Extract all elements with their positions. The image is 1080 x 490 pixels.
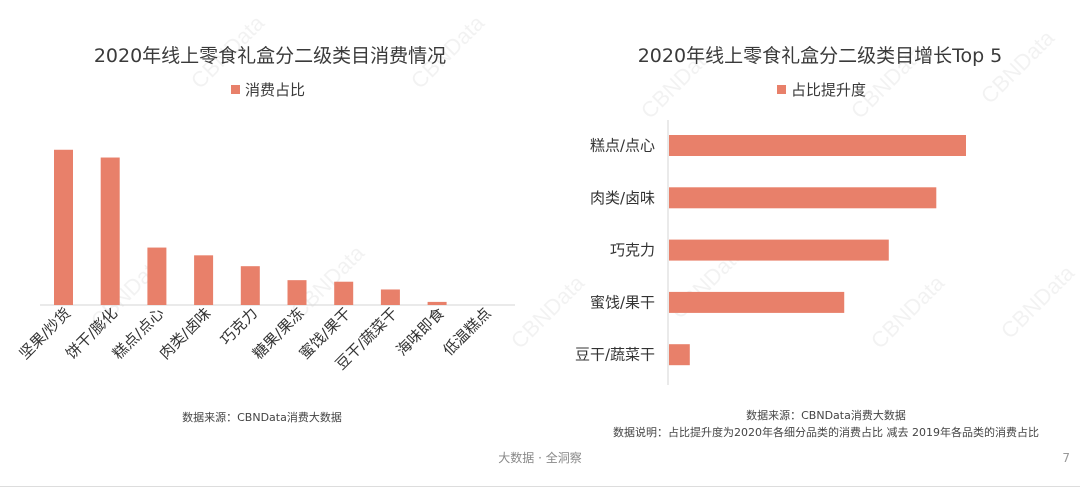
right-legend-swatch [777,85,786,94]
left-legend-label: 消费占比 [245,81,305,99]
left-bars [54,149,447,305]
right-source: 数据来源：CBNData消费大数据 [746,408,906,422]
right-bar-4 [669,344,690,366]
watermark-10: CBNData [996,260,1080,344]
right-tick-label-1: 肉类/卤味 [590,189,655,207]
left-bar-7 [380,289,400,305]
right-tick-label-0: 糕点/点心 [590,137,655,155]
bottom-divider [0,486,1080,487]
left-tick-label-3: 肉类/卤味 [156,304,215,363]
right-tick-label-2: 巧克力 [610,241,655,259]
footer-tagline: 大数据 · 全洞察 [498,450,581,465]
right-note: 数据说明：占比提升度为2020年各细分品类的消费占比 减去 2019年各品类的消… [613,425,1039,439]
right-bar-3 [669,291,845,313]
left-tick-label-8: 海味即食 [393,304,448,359]
right-bar-2 [669,239,889,261]
left-bar-6 [334,281,354,305]
left-bar-8 [427,301,447,305]
right-bar-1 [669,187,937,209]
left-tick-label-9: 低温糕点 [439,304,494,359]
right-tick-label-4: 豆干/蔬菜干 [575,346,655,364]
left-bar-4 [240,266,260,305]
watermark-9: CBNData [866,270,950,354]
left-bar-0 [54,149,73,305]
left-legend-swatch [231,85,240,94]
left-bar-1 [100,157,120,305]
left-chart: 2020年线上零食礼盒分二级类目消费情况 消费占比 坚果/炒货饼干/膨化糕点/点… [16,45,515,424]
right-tick-label-3: 蜜饯/果干 [590,293,655,311]
watermark-7: CBNData [506,270,590,354]
right-chart: 2020年线上零食礼盒分二级类目增长Top 5 占比提升度 糕点/点心肉类/卤味… [575,45,1039,439]
left-tick-label-4: 巧克力 [217,304,262,349]
left-chart-title: 2020年线上零食礼盒分二级类目消费情况 [94,45,446,67]
left-bar-5 [287,280,307,305]
right-bar-0 [669,135,966,156]
left-bar-3 [194,255,214,305]
right-legend-label: 占比提升度 [791,81,866,99]
right-chart-title: 2020年线上零食礼盒分二级类目增长Top 5 [638,45,1003,67]
page-number: 7 [1062,451,1070,465]
left-bar-2 [147,247,167,305]
left-source: 数据来源：CBNData消费大数据 [182,410,342,424]
right-bars [669,135,966,366]
